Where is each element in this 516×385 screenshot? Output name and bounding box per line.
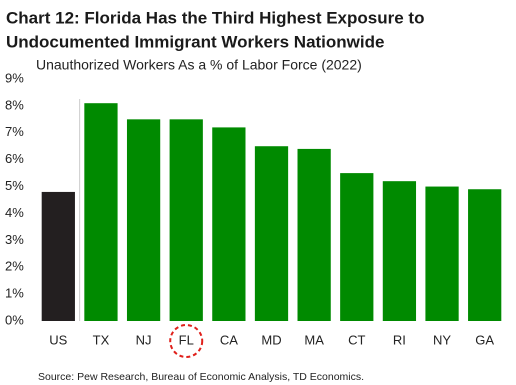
y-tick-label: 3% — [5, 232, 24, 247]
x-tick-label: CA — [220, 332, 238, 347]
bar — [126, 119, 161, 321]
x-tick-label: MA — [304, 332, 324, 347]
bar — [382, 181, 417, 321]
x-tick-label: GA — [475, 332, 494, 347]
x-tick-label: US — [49, 332, 67, 347]
x-tick-label: NY — [433, 332, 451, 347]
bar — [425, 186, 459, 321]
y-tick-label: 7% — [5, 124, 24, 139]
chart-title: Chart 12: Florida Has the Third Highest … — [6, 8, 424, 27]
bar — [84, 103, 118, 321]
x-tick-label: NJ — [136, 332, 152, 347]
x-tick-label: MD — [261, 332, 281, 347]
x-tick-label: RI — [393, 332, 406, 347]
chart-subtitle: Unauthorized Workers As a % of Labor For… — [36, 57, 362, 73]
bar — [468, 189, 502, 321]
bar — [254, 146, 289, 321]
source-note: Source: Pew Research, Bureau of Economic… — [38, 371, 364, 383]
y-tick-label: 9% — [5, 70, 24, 85]
chart-title: Undocumented Immigrant Workers Nationwid… — [6, 32, 384, 51]
y-tick-label: 2% — [5, 259, 24, 274]
y-tick-label: 1% — [5, 286, 24, 301]
highlight-circle — [169, 324, 204, 358]
y-tick-label: 8% — [5, 97, 24, 112]
y-tick-label: 5% — [5, 178, 24, 193]
x-tick-label: FL — [179, 332, 194, 347]
bar — [297, 148, 331, 321]
bar — [41, 191, 75, 321]
bar — [169, 119, 203, 321]
y-tick-label: 0% — [5, 312, 24, 327]
x-tick-label: CT — [348, 332, 365, 347]
bar — [340, 173, 374, 321]
y-tick-label: 6% — [5, 151, 24, 166]
bar — [212, 127, 246, 322]
y-tick-label: 4% — [5, 205, 24, 220]
x-tick-label: TX — [93, 332, 110, 347]
